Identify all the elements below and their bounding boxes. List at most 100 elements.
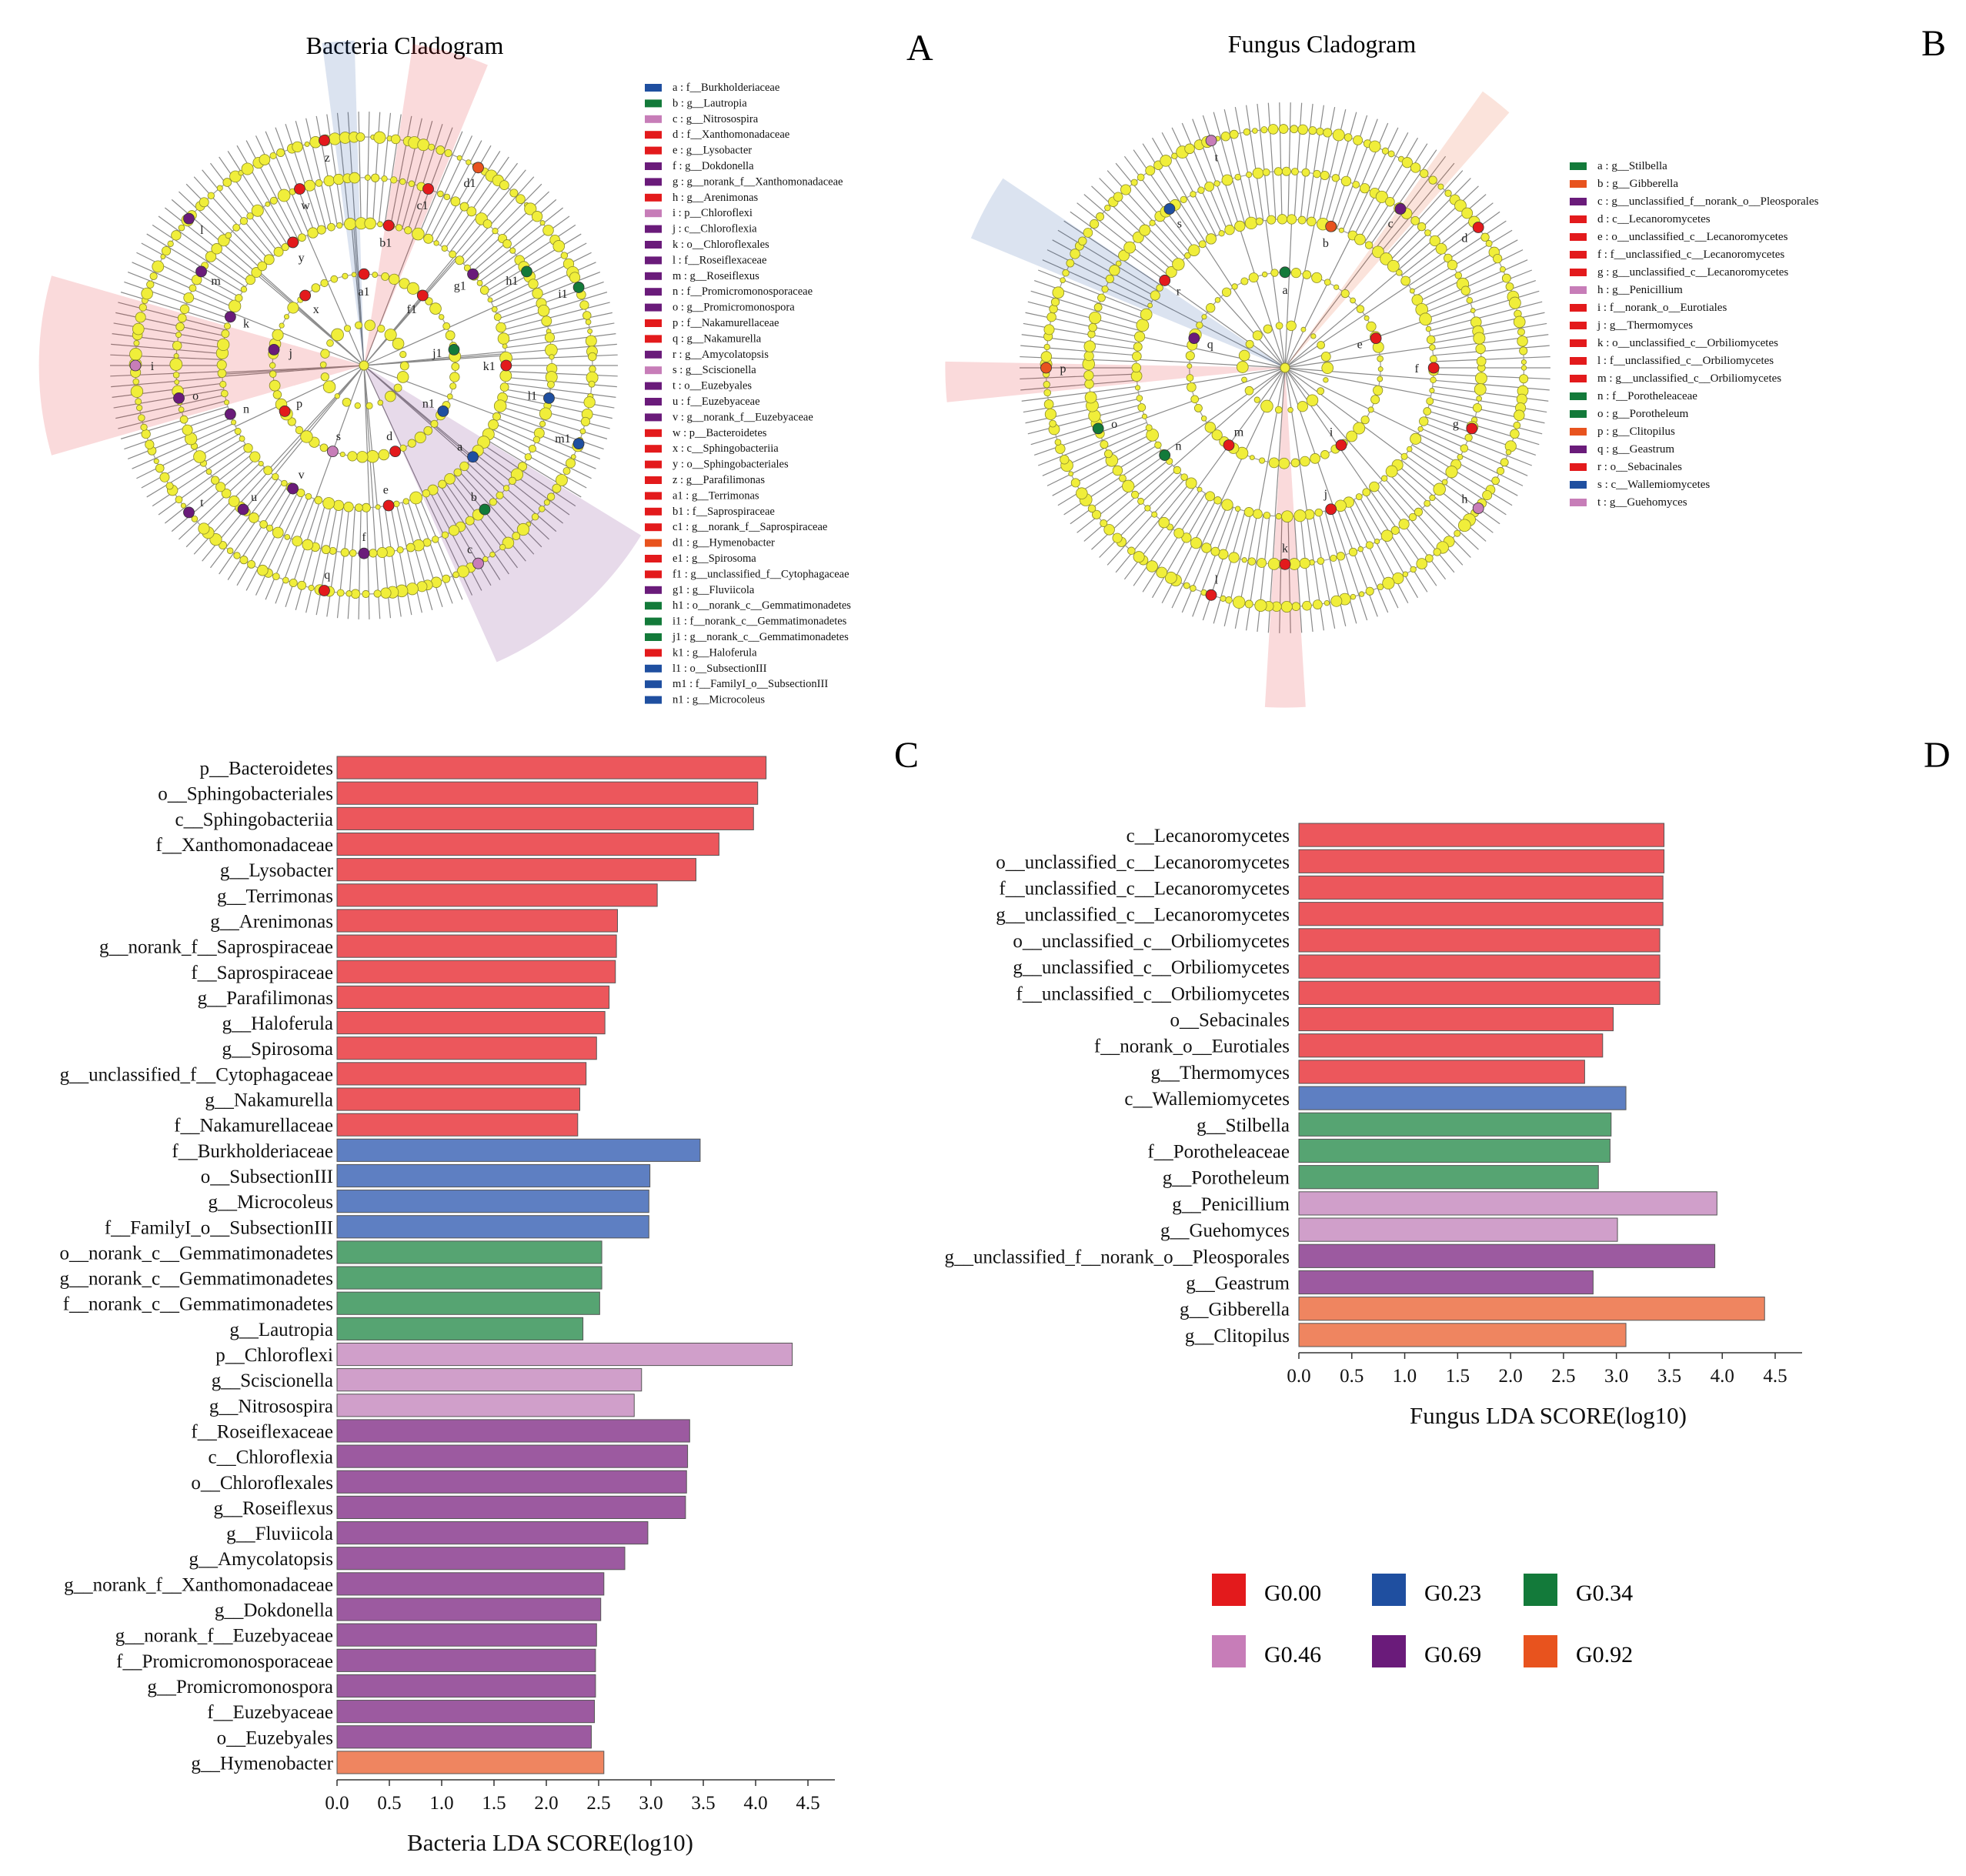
clade-marked-node <box>237 503 249 516</box>
clade-node <box>171 230 182 241</box>
clade-node <box>1241 557 1247 563</box>
clade-node <box>588 380 596 388</box>
clade-branch <box>502 394 612 419</box>
bar-label-o-unclassified-c-orbiliomycetes: o__unclassified_c__Orbiliomycetes <box>1013 931 1290 952</box>
clade-node <box>496 491 504 499</box>
clade-node <box>347 451 358 462</box>
clade-node <box>145 439 155 449</box>
bar-label-g-parafilimonas: g__Parafilimonas <box>198 988 333 1009</box>
clade-node <box>308 584 315 592</box>
clade-node <box>279 322 285 329</box>
bar-label-c-lecanoromycetes: c__Lecanoromycetes <box>1127 826 1290 846</box>
clade-node <box>1520 359 1527 366</box>
clade-node <box>449 250 457 259</box>
clade-node <box>295 426 304 435</box>
clade-branch <box>499 406 608 439</box>
clade-node <box>1382 576 1395 590</box>
clade-node <box>1474 383 1487 396</box>
clade-node <box>269 379 281 392</box>
clade-branch <box>1415 239 1518 297</box>
clade-branch <box>424 135 473 238</box>
clade-highlight <box>364 44 488 366</box>
clade-node <box>1441 479 1448 486</box>
clade-node-label: c <box>1388 217 1394 230</box>
clade-branch <box>1151 137 1211 239</box>
clade-node <box>509 247 516 254</box>
legend-entry-m: m : g__Roseiflexus <box>673 270 759 282</box>
legend-swatch <box>645 366 662 375</box>
clade-marked-node <box>467 268 479 280</box>
clade-node <box>508 476 517 485</box>
bar-p-chloroflexi <box>336 1342 793 1367</box>
clade-branch <box>1203 242 1286 369</box>
clade-node <box>449 372 460 382</box>
clade-branch <box>1023 392 1139 413</box>
clade-node <box>265 201 271 207</box>
clade-branch <box>471 458 557 532</box>
clade-node <box>539 407 552 420</box>
group-legend: G0.00 G0.23 G0.34 G0.46 G0.69 G0.92 <box>1212 1574 1633 1667</box>
clade-node <box>1425 554 1434 562</box>
legend-swatch <box>1570 286 1587 294</box>
bar-label-o-euzebyales: o__Euzebyales <box>217 1727 333 1748</box>
clade-branch <box>1300 516 1313 633</box>
clade-node <box>452 571 459 579</box>
legend-swatch <box>645 303 662 312</box>
clade-branch <box>363 365 374 508</box>
clade-node <box>219 380 227 389</box>
clade-node <box>349 549 357 557</box>
clade-node <box>1259 457 1266 464</box>
clade-branch <box>267 365 365 471</box>
legend-entry-a: a : g__Stilbella <box>1597 160 1667 172</box>
clade-node <box>390 176 398 184</box>
clade-node <box>441 531 449 539</box>
clade-node-label: x <box>313 303 319 316</box>
clade-node <box>1320 450 1330 459</box>
clade-marked-node <box>1159 275 1171 286</box>
clade-branch <box>1265 220 1286 369</box>
clade-node <box>1234 506 1241 512</box>
clade-node <box>1205 233 1217 245</box>
clade-marked-node <box>472 162 484 174</box>
clade-marked-node <box>294 183 305 195</box>
clade-branch <box>1027 301 1142 332</box>
clade-branch <box>429 140 482 240</box>
clade-branch <box>485 233 582 292</box>
clade-branch <box>1284 319 1427 369</box>
clade-node <box>1444 189 1452 197</box>
clade-node-label: k1 <box>483 360 496 373</box>
clade-node <box>240 285 248 293</box>
clade-node <box>1214 297 1221 303</box>
x-axis-title: Fungus LDA SCORE(log10) <box>1410 1402 1687 1429</box>
clade-marked-node <box>467 451 479 463</box>
clade-node <box>406 282 419 295</box>
clade-node <box>1076 487 1088 499</box>
clade-branch <box>1417 249 1524 302</box>
bar-p-bacteroidetes <box>336 756 767 779</box>
clade-node-label: d1 <box>464 177 476 190</box>
clade-branch <box>1046 249 1153 302</box>
clade-branch <box>1293 516 1303 633</box>
clade-branch <box>363 355 506 366</box>
clade-node <box>492 412 501 421</box>
legend-swatch <box>645 193 662 202</box>
clade-node <box>532 288 543 299</box>
clade-branch <box>1025 312 1140 338</box>
bar-g-lysobacter <box>336 858 696 882</box>
legend-swatch <box>645 602 662 610</box>
clade-node <box>406 542 416 552</box>
clade-node <box>1364 241 1374 249</box>
bar-c-chloroflexia <box>336 1444 689 1468</box>
clade-node <box>169 358 183 371</box>
clade-node <box>1267 215 1277 225</box>
bar-label-g-microcoleus: g__Microcoleus <box>209 1192 333 1213</box>
clade-node <box>281 479 288 487</box>
clade-node <box>1323 599 1330 606</box>
bar-g-gibberella <box>1298 1297 1765 1321</box>
clade-branch <box>1393 469 1479 550</box>
clade-branch <box>113 322 224 342</box>
clade-branch <box>1020 379 1137 391</box>
clade-branch <box>363 365 498 416</box>
clade-node <box>1513 421 1521 429</box>
bar-g-unclassified-c-lecanoromycetes <box>1298 902 1664 926</box>
